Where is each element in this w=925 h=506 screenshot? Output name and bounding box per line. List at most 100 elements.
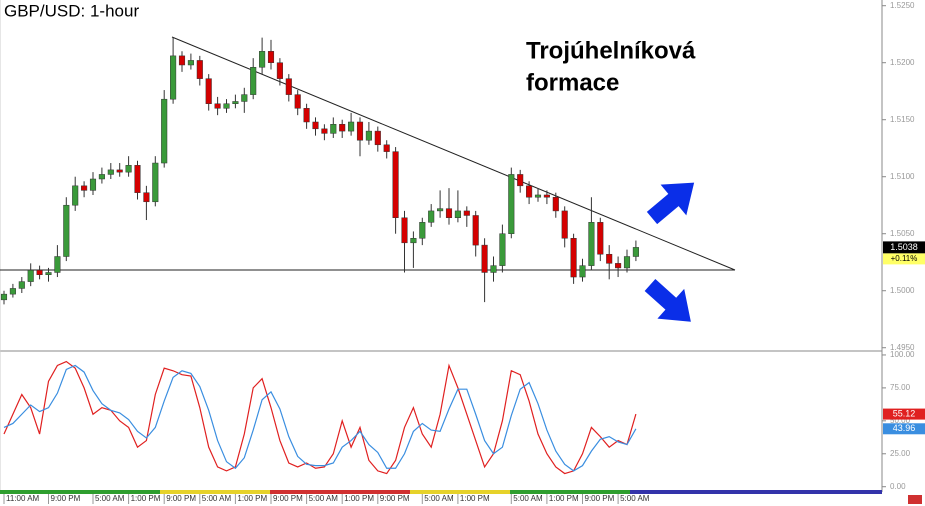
candle-body — [623, 256, 631, 269]
x-tick-label: 1:00 PM — [344, 494, 374, 503]
candle-body — [89, 178, 97, 191]
x-tick-label: 5:00 AM — [309, 494, 339, 503]
x-tick-label: 1:00 PM — [549, 494, 579, 503]
x-tick-label: 5:00 AM — [620, 494, 650, 503]
candle-body — [597, 222, 604, 255]
strip — [510, 490, 630, 494]
x-tick-label: 9:00 PM — [585, 494, 615, 503]
strip — [270, 490, 410, 494]
candle-body — [508, 174, 515, 234]
candle-body — [570, 238, 577, 278]
x-tick-label: 5:00 AM — [513, 494, 543, 503]
candle-body — [401, 217, 408, 244]
x-tick-label: 5:00 AM — [202, 494, 232, 503]
candle-body — [0, 293, 8, 301]
candle-body — [543, 194, 550, 198]
candle-body — [588, 222, 595, 266]
candle-body — [348, 121, 355, 132]
candle-body — [125, 165, 132, 173]
y-tick-label: 100.00 — [890, 350, 915, 359]
candle-body — [285, 78, 292, 95]
y-tick-label: 1.5100 — [890, 172, 915, 181]
candle-body — [134, 165, 141, 193]
candle-body — [63, 204, 70, 257]
chart-title: GBP/USD: 1-hour — [4, 1, 139, 20]
y-tick-label: 50.00 — [890, 416, 911, 425]
y-tick-label: 1.5000 — [890, 286, 915, 295]
value-label: 55.12 — [893, 408, 916, 418]
arrow-up — [646, 182, 695, 225]
x-tick-label: 9:00 PM — [273, 494, 303, 503]
candle-body — [321, 128, 328, 134]
annotation: Trojúhelníková — [526, 37, 696, 64]
candle-body — [552, 196, 559, 212]
candle-body — [490, 265, 497, 273]
candle-body — [98, 174, 105, 180]
price-label: 1.5038 — [890, 242, 918, 252]
candle-body — [517, 174, 524, 187]
candle-body — [445, 208, 453, 219]
y-tick-label: 75.00 — [890, 383, 911, 392]
candle-body — [36, 269, 43, 276]
stoch-line — [3, 364, 637, 472]
candle-body — [178, 55, 186, 66]
candle-body — [54, 256, 61, 273]
candle-body — [499, 233, 506, 266]
candle-body — [579, 265, 586, 278]
scroll-icon[interactable] — [908, 495, 922, 504]
candle-body — [81, 185, 88, 191]
candle-body — [259, 51, 266, 68]
x-tick-label: 9:00 PM — [166, 494, 196, 503]
candle-body — [205, 78, 212, 104]
candle-body — [107, 169, 114, 175]
candle-body — [303, 108, 310, 123]
strip — [160, 490, 270, 494]
x-tick-label: 11:00 AM — [6, 494, 40, 503]
candle-body — [615, 263, 622, 269]
y-tick-label: 1.5050 — [890, 229, 915, 238]
candle-body — [526, 185, 533, 198]
candle-body — [196, 60, 203, 79]
candle-body — [116, 169, 123, 173]
candle-body — [330, 124, 337, 134]
time-strip — [0, 490, 882, 494]
x-tick-label: 9:00 PM — [51, 494, 81, 503]
x-tick-label: 9:00 PM — [380, 494, 410, 503]
annotation: formace — [526, 69, 619, 96]
candle-body — [356, 121, 364, 141]
strip — [0, 490, 160, 494]
candle-body — [18, 281, 25, 289]
y-tick-label: 1.5250 — [890, 1, 915, 10]
trend-line — [171, 36, 736, 271]
candle-body — [187, 60, 194, 66]
candle-body — [339, 124, 346, 132]
value-label: 43.96 — [893, 423, 916, 433]
candle-body — [312, 121, 319, 130]
candle-body — [294, 94, 301, 109]
candle-body — [232, 101, 239, 104]
x-tick-label: 1:00 PM — [237, 494, 267, 503]
candle-body — [276, 62, 283, 79]
value-box — [883, 408, 925, 420]
x-tick-label: 5:00 AM — [424, 494, 454, 503]
candle-body — [250, 67, 257, 95]
price-box — [883, 241, 925, 254]
candle-body — [45, 272, 52, 276]
candle-body — [161, 98, 168, 164]
candle-body — [472, 215, 479, 246]
candle-body — [152, 162, 159, 203]
candle-body — [9, 288, 16, 295]
candle-body — [214, 103, 221, 109]
candle-body — [27, 269, 34, 282]
candle-body — [223, 103, 230, 109]
candle-body — [428, 210, 435, 223]
x-tick-label: 1:00 PM — [131, 494, 161, 503]
candle-body — [365, 130, 372, 141]
y-tick-label: 1.5200 — [890, 58, 915, 67]
candle-body — [374, 130, 381, 146]
x-tick-label: 1:00 PM — [460, 494, 490, 503]
candle-body — [632, 247, 639, 257]
